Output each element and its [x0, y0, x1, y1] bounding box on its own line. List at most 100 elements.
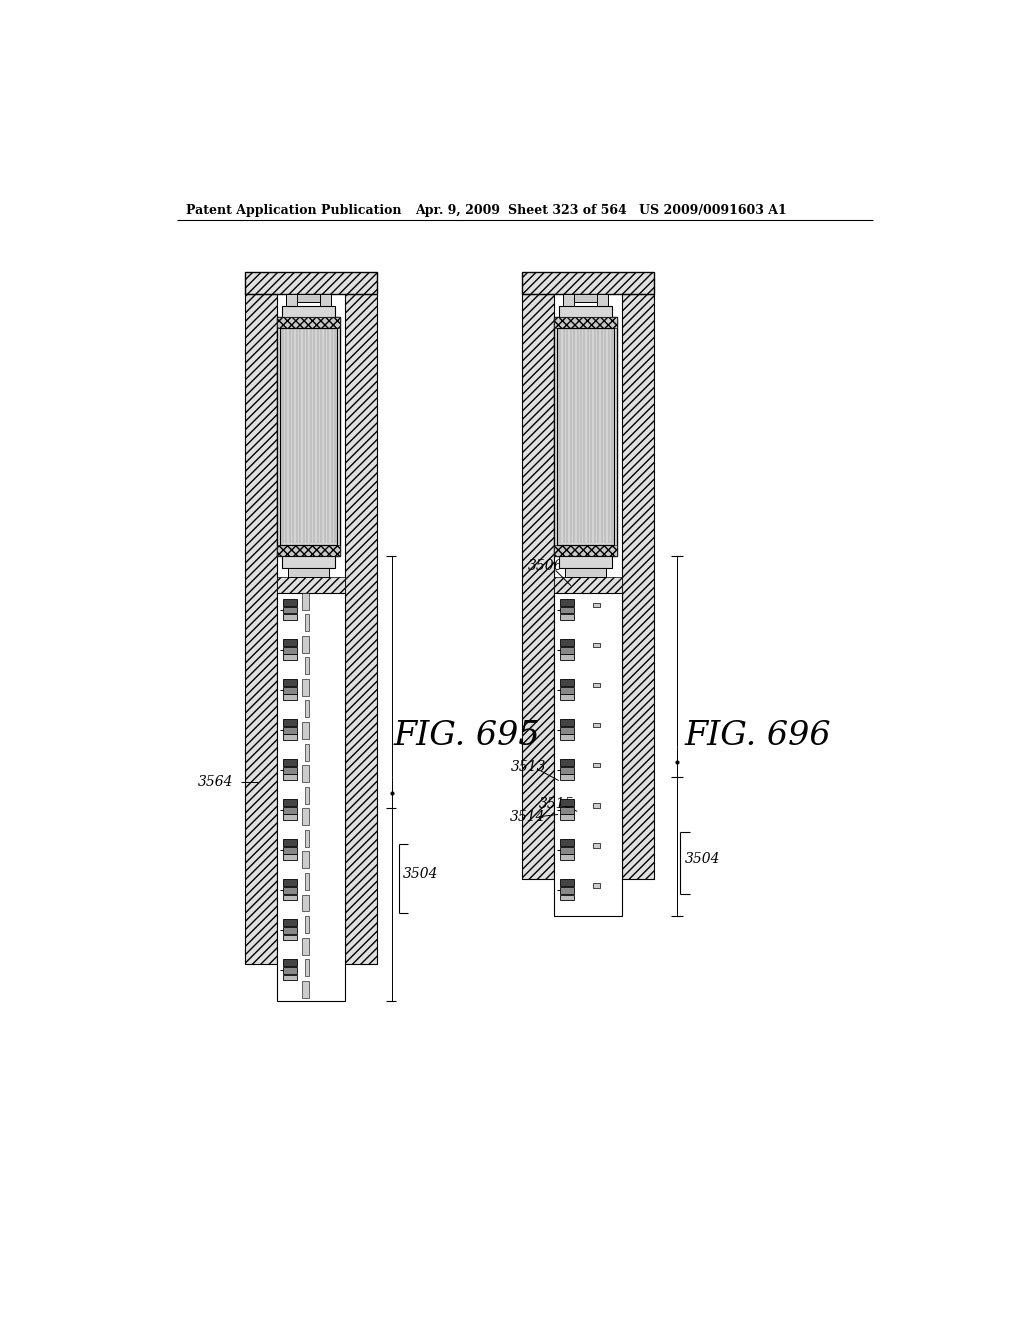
Bar: [560, 814, 574, 820]
Bar: [305, 873, 309, 890]
Text: 3504: 3504: [403, 867, 438, 882]
Bar: [276, 593, 345, 1001]
Bar: [283, 935, 297, 940]
Bar: [560, 895, 574, 900]
Text: Patent Application Publication: Patent Application Publication: [186, 205, 401, 218]
Bar: [560, 678, 574, 686]
Bar: [560, 759, 574, 766]
Text: US 2009/0091603 A1: US 2009/0091603 A1: [639, 205, 786, 218]
Bar: [245, 294, 276, 964]
Bar: [560, 734, 574, 739]
Bar: [593, 603, 600, 607]
Bar: [560, 655, 574, 660]
Bar: [301, 981, 309, 998]
Bar: [283, 734, 297, 739]
Bar: [286, 294, 297, 306]
Bar: [559, 556, 611, 568]
Bar: [283, 599, 297, 606]
Bar: [301, 895, 309, 911]
Text: 3504: 3504: [685, 853, 721, 866]
Bar: [305, 743, 309, 760]
Bar: [301, 766, 309, 781]
Bar: [301, 808, 309, 825]
Bar: [554, 317, 617, 556]
Bar: [560, 854, 574, 859]
Bar: [283, 719, 297, 726]
Bar: [301, 851, 309, 869]
Bar: [283, 306, 335, 317]
Bar: [560, 879, 574, 886]
Bar: [560, 807, 574, 813]
Bar: [622, 294, 654, 879]
Bar: [560, 647, 574, 653]
Bar: [593, 682, 600, 688]
Bar: [283, 799, 297, 807]
Text: 3514: 3514: [509, 809, 545, 824]
Bar: [305, 701, 309, 718]
Bar: [283, 887, 297, 894]
Text: 3515: 3515: [539, 797, 574, 810]
Bar: [574, 294, 597, 302]
Bar: [521, 272, 654, 294]
Bar: [593, 763, 600, 767]
Bar: [301, 593, 309, 610]
Bar: [560, 686, 574, 693]
Bar: [557, 327, 614, 545]
Text: 3564: 3564: [199, 775, 233, 789]
Bar: [283, 919, 297, 927]
Bar: [283, 639, 297, 645]
Bar: [319, 294, 331, 306]
Bar: [560, 614, 574, 619]
Bar: [560, 719, 574, 726]
Text: 3506: 3506: [528, 560, 563, 573]
Bar: [283, 974, 297, 979]
Bar: [283, 694, 297, 700]
Bar: [560, 726, 574, 734]
Bar: [560, 840, 574, 846]
Bar: [560, 847, 574, 854]
Bar: [593, 883, 600, 887]
Bar: [554, 545, 617, 556]
Text: Apr. 9, 2009: Apr. 9, 2009: [416, 205, 501, 218]
Text: FIG. 696: FIG. 696: [685, 719, 831, 752]
Bar: [297, 294, 319, 302]
Bar: [593, 843, 600, 847]
Bar: [283, 726, 297, 734]
Bar: [560, 694, 574, 700]
Bar: [245, 294, 276, 964]
Bar: [301, 678, 309, 696]
Bar: [283, 759, 297, 766]
Bar: [563, 294, 574, 306]
Bar: [301, 722, 309, 739]
Bar: [280, 327, 337, 545]
Bar: [283, 854, 297, 859]
Bar: [276, 545, 340, 556]
Bar: [597, 294, 608, 306]
Bar: [554, 317, 617, 327]
Bar: [280, 327, 337, 545]
Bar: [305, 787, 309, 804]
Text: FIG. 695: FIG. 695: [394, 719, 541, 752]
Bar: [560, 775, 574, 780]
Bar: [559, 306, 611, 317]
Bar: [283, 614, 297, 619]
Bar: [565, 568, 606, 577]
Bar: [305, 830, 309, 847]
Bar: [521, 272, 654, 294]
Bar: [560, 639, 574, 645]
Bar: [345, 294, 377, 964]
Text: 3513: 3513: [511, 760, 547, 774]
Bar: [557, 327, 614, 545]
Bar: [245, 272, 377, 294]
Bar: [283, 775, 297, 780]
Bar: [521, 294, 554, 879]
Bar: [560, 607, 574, 614]
Bar: [283, 686, 297, 693]
Bar: [283, 966, 297, 974]
Bar: [283, 767, 297, 774]
Bar: [560, 799, 574, 807]
Bar: [283, 895, 297, 900]
Bar: [283, 556, 335, 568]
Bar: [276, 317, 340, 556]
Text: Sheet 323 of 564: Sheet 323 of 564: [508, 205, 627, 218]
